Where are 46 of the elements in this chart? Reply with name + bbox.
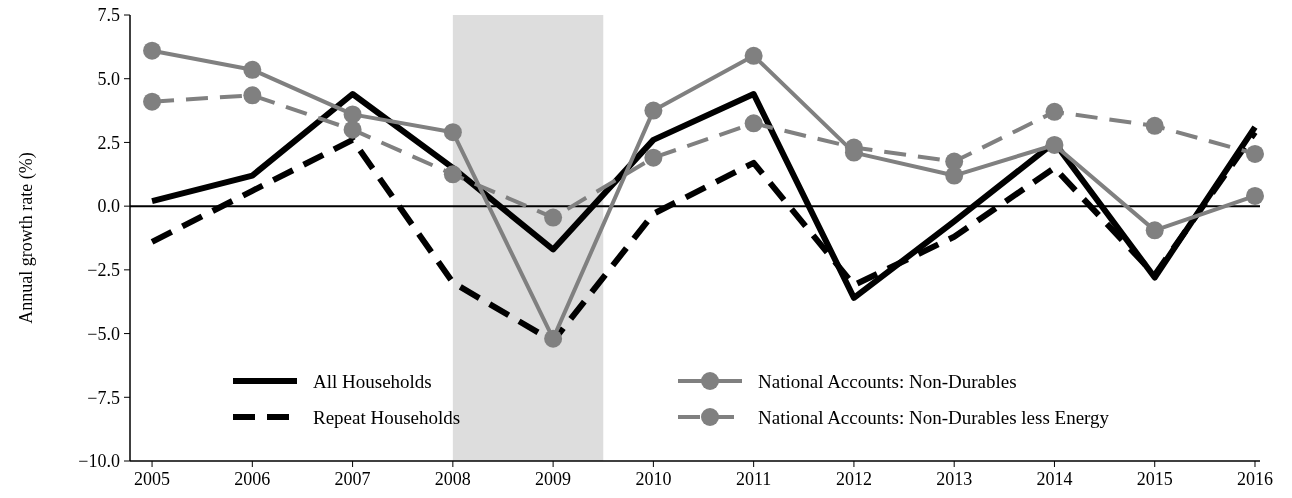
x-tick-label: 2013 [936,469,973,489]
point [544,329,563,348]
x-tick-label: 2007 [334,469,371,489]
point [143,92,162,111]
y-tick-label: 2.5 [97,132,120,153]
y-tick-label: −5.0 [87,323,120,344]
x-tick-label: 2011 [735,469,772,489]
point [1045,135,1064,154]
point [243,60,262,79]
x-tick-label: 2016 [1236,469,1273,489]
point [644,148,663,167]
point [544,208,563,227]
y-tick-label: −2.5 [87,260,120,281]
point [243,86,262,105]
x-tick-label: 2009 [535,469,572,489]
x-tick-label: 2005 [134,469,171,489]
x-tick-label: 2012 [835,469,872,489]
point [443,165,462,184]
point [1245,186,1264,205]
point [143,41,162,60]
point [744,114,763,133]
point [1145,116,1164,135]
legend-label: National Accounts: Non-Durables [758,370,1017,392]
point [744,46,763,65]
point [343,120,362,139]
point [1045,102,1064,121]
y-tick-label: −7.5 [87,387,120,408]
legend-label: All Households [313,370,432,392]
y-tick-label: −10.0 [78,451,120,472]
y-tick-label: 5.0 [97,69,120,90]
y-tick-label: 0.0 [97,196,120,217]
x-tick-label: 2006 [234,469,271,489]
point [644,101,663,120]
legend-label: National Accounts: Non-Durables less Energy [758,406,1110,428]
point [343,105,362,124]
point [945,152,964,171]
x-tick-label: 2010 [635,469,672,489]
legend-label: Repeat Households [313,406,461,428]
x-tick-label: 2008 [434,469,471,489]
y-axis-title: Annual growth rate (%) [16,152,37,324]
x-tick-label: 2014 [1036,469,1073,489]
point [1145,221,1164,240]
point [443,123,462,142]
y-tick-label: 7.5 [97,5,120,26]
point [1245,144,1264,163]
x-tick-label: 2015 [1136,469,1173,489]
